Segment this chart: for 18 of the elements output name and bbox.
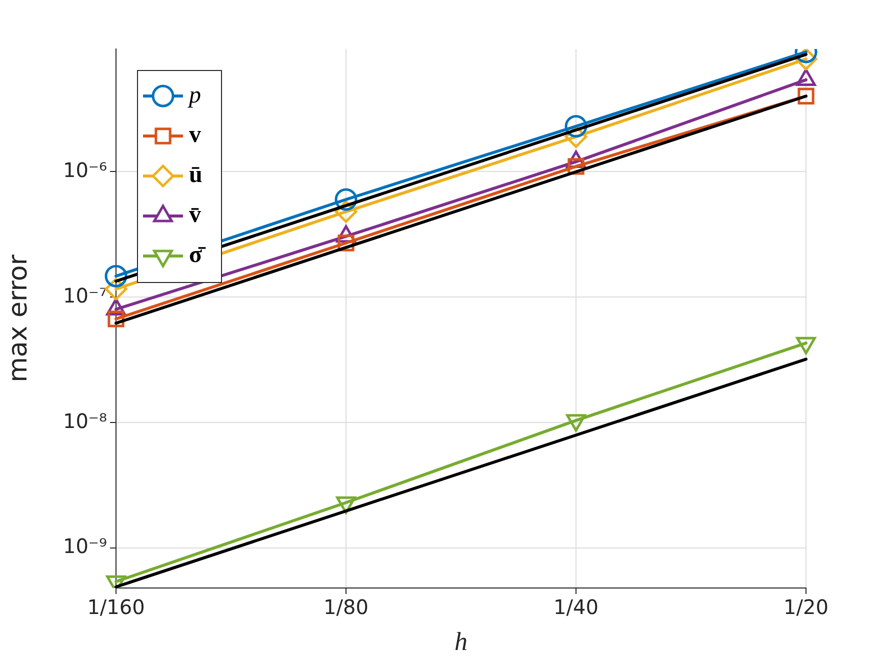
y-tick-label: 10⁻⁷ <box>62 283 107 308</box>
point <box>108 310 124 328</box>
x-axis-title: h <box>454 627 468 656</box>
point <box>798 88 814 104</box>
legend-label: ū <box>189 162 202 188</box>
y-tick-label: 10⁻⁹ <box>62 534 107 558</box>
legend-label: v <box>189 122 201 148</box>
x-tick-label: 1/20 <box>784 595 828 620</box>
x-tick-label: 1/160 <box>87 595 145 620</box>
y-axis-title: max error <box>3 254 34 382</box>
legend-label: σ̄ <box>189 242 206 268</box>
legend-label: p <box>187 82 201 108</box>
x-tick-label: 1/40 <box>554 595 598 620</box>
legend-label: v̄ <box>189 202 201 228</box>
y-tick-label: 10⁻⁸ <box>62 408 107 433</box>
y-tick-label: 10⁻⁶ <box>62 158 107 182</box>
point <box>104 264 128 288</box>
x-tick-label: 1/80 <box>324 595 368 620</box>
